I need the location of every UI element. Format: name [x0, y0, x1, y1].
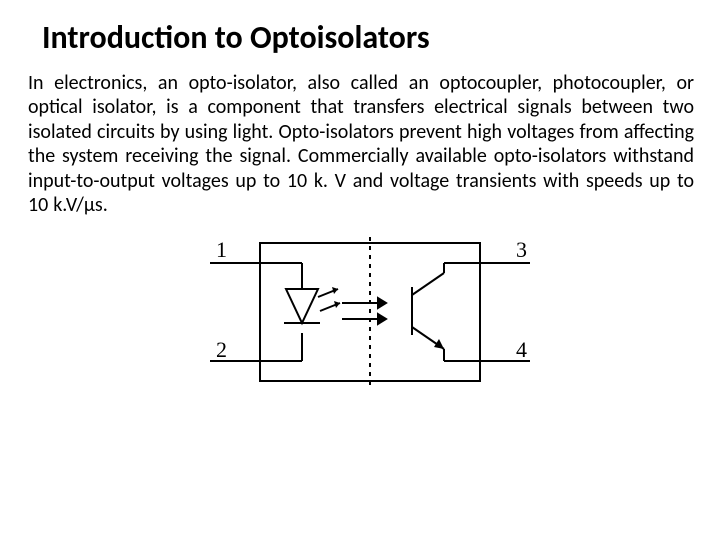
phototransistor	[412, 263, 480, 361]
intro-paragraph: In electronics, an opto-isolator, also c…	[28, 71, 694, 217]
pin3-label: 3	[516, 237, 527, 262]
led-light-arrows	[318, 287, 340, 311]
page-title: Introduction to Optoisolators	[42, 18, 696, 57]
schematic-diagram: 1 2 3 4	[44, 231, 696, 411]
led-diode	[260, 263, 340, 361]
pin1-label: 1	[216, 237, 227, 262]
optoisolator-schematic-svg: 1 2 3 4	[190, 231, 550, 411]
pin4-label: 4	[516, 337, 527, 362]
optical-coupling-arrows	[342, 298, 386, 324]
pin2-label: 2	[216, 337, 227, 362]
